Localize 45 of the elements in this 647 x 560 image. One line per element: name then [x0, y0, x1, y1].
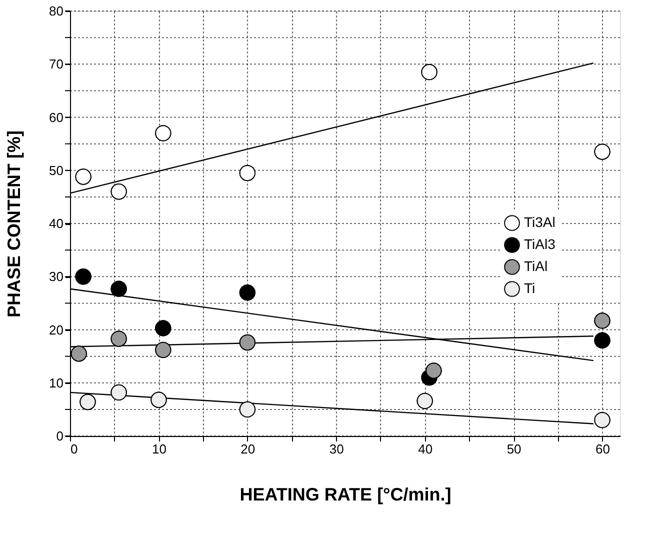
x-tick-label: 10	[152, 442, 166, 456]
legend-label: TiAl3	[524, 236, 556, 252]
point	[421, 64, 438, 80]
point	[110, 330, 127, 347]
point	[426, 362, 442, 379]
legend-label: Ti3Al	[524, 214, 556, 230]
x-tick-label: 0	[70, 442, 78, 456]
y-tick-label: 0	[56, 428, 64, 444]
point	[110, 384, 127, 401]
point	[110, 184, 127, 200]
y-tick-label: 70	[49, 56, 64, 72]
point	[155, 125, 172, 142]
x-tick-label: 40	[418, 442, 433, 456]
y-tick-label: 50	[49, 162, 64, 178]
y-tick-label: 10	[49, 375, 64, 390]
x-tick-label: 30	[329, 442, 344, 456]
y-tick-label: 40	[49, 216, 64, 231]
point	[70, 346, 87, 362]
x-tick-label: 50	[506, 442, 522, 456]
point	[239, 284, 256, 301]
point	[75, 168, 92, 185]
point	[416, 392, 433, 410]
point	[155, 320, 172, 336]
point	[239, 401, 256, 418]
point	[239, 334, 256, 351]
point	[150, 392, 167, 408]
point	[80, 394, 96, 410]
legend-label: Ti	[524, 280, 536, 296]
point	[594, 312, 610, 329]
point	[239, 164, 256, 182]
point	[155, 342, 172, 358]
x-axis-title: HEATING RATE [°C/min.]	[240, 484, 452, 504]
point	[75, 268, 92, 285]
y-tick-label: 60	[49, 110, 64, 125]
y-tick-label: 80	[49, 4, 64, 18]
point	[594, 144, 610, 160]
x-tick-label: 60	[596, 442, 610, 456]
legend-label: TiAl	[524, 258, 548, 274]
y-tick-label: 20	[49, 322, 64, 338]
y-axis-title: PHASE CONTENT [%]	[4, 130, 24, 318]
point	[594, 412, 610, 428]
point	[110, 280, 127, 297]
point	[594, 332, 610, 348]
x-tick-label: 20	[240, 442, 256, 456]
y-tick-label: 30	[49, 269, 64, 284]
